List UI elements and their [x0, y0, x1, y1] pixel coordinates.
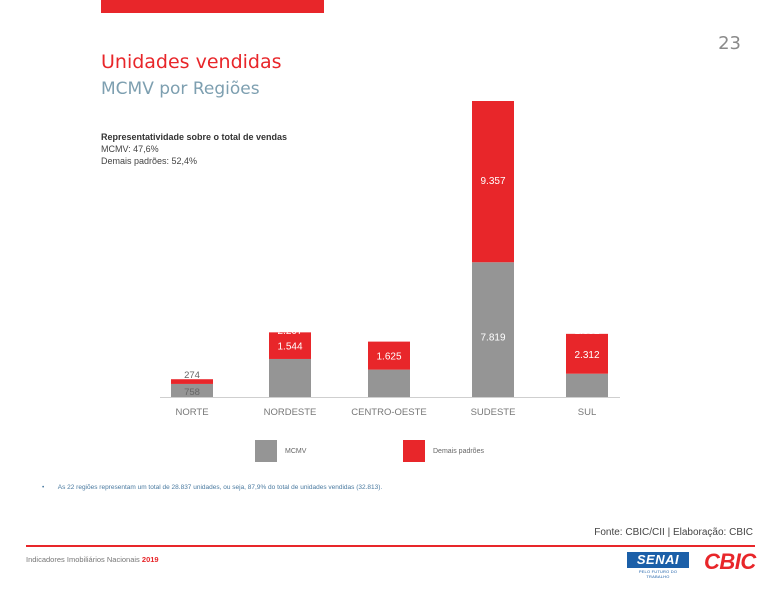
info-demais-share: Demais padrões: 52,4% — [101, 156, 198, 166]
data-label-demais-norte: 274 — [184, 370, 200, 381]
footnote: • As 22 regiões representam um total de … — [42, 484, 382, 491]
source-note: Fonte: CBIC/CII | Elaboração: CBIC — [594, 527, 753, 538]
category-label-norte: NORTE — [175, 407, 208, 418]
footer-divider — [26, 545, 755, 547]
bar-demais-centro-oeste — [368, 341, 410, 370]
legend-label-demais: Demais padrões — [433, 447, 484, 455]
footnote-text: As 22 regiões representam um total de 28… — [57, 484, 383, 491]
data-label-demais-centro-oeste: 1.625 — [376, 352, 401, 363]
page-number: 23 — [718, 33, 741, 54]
legend-item-demais: Demais padrões — [403, 440, 484, 462]
representativeness-info: Representatividade sobre o total de vend… — [101, 131, 287, 167]
data-label-mcmv-centro-oeste: 1.589 — [376, 326, 401, 337]
legend-swatch-demais — [403, 440, 425, 462]
bar-demais-norte — [171, 379, 213, 384]
bar-mcmv-norte — [171, 383, 213, 397]
bar-mcmv-sudeste — [472, 262, 514, 397]
chart-legend: MCMV Demais padrões — [0, 440, 773, 462]
data-label-mcmv-sul: 1.352 — [574, 326, 599, 337]
bar-demais-nordeste — [269, 332, 311, 359]
bar-mcmv-centro-oeste — [368, 369, 410, 397]
data-label-demais-sudeste: 9.357 — [480, 176, 505, 187]
chart-title: Unidades vendidas — [101, 51, 282, 73]
data-label-demais-nordeste: 1.544 — [277, 342, 302, 353]
legend-item-mcmv: MCMV — [255, 440, 306, 462]
senai-logo-tagline: PELO FUTURO DO TRABALHO — [638, 569, 678, 579]
footnote-bullet: • — [42, 484, 45, 491]
category-label-centro-oeste: CENTRO-OESTE — [351, 407, 426, 418]
senai-logo-mark: SENAI — [627, 552, 689, 568]
stacked-bar-chart: 758 274 NORTE 2.207 1.544 NORDESTE 1.589 1.625 C… — [160, 101, 620, 418]
footer-year: 2019 — [141, 555, 159, 564]
category-label-sul: SUL — [578, 407, 596, 418]
data-label-mcmv-nordeste: 2.207 — [277, 326, 302, 337]
data-label-mcmv-norte: 758 — [184, 387, 200, 398]
cbic-logo: CBIC — [704, 549, 756, 574]
top-accent-bar — [101, 0, 324, 13]
bar-mcmv-sul — [566, 373, 608, 397]
senai-logo: SENAI PELO FUTURO DO TRABALHO — [627, 552, 689, 579]
bar-demais-sul — [566, 333, 608, 374]
info-mcmv-share: MCMV: 47,6% — [101, 144, 159, 154]
legend-swatch-mcmv — [255, 440, 277, 462]
bar-mcmv-nordeste — [269, 358, 311, 397]
chart-subtitle: MCMV por Regiões — [101, 79, 260, 99]
data-label-mcmv-sudeste: 7.819 — [480, 332, 505, 343]
info-heading: Representatividade sobre o total de vend… — [101, 132, 288, 142]
footer-text: Indicadores Imobiliários Nacionais — [26, 555, 140, 564]
bar-demais-sudeste — [472, 101, 514, 263]
data-label-demais-sul: 2.312 — [574, 350, 599, 361]
legend-label-mcmv: MCMV — [285, 447, 307, 455]
category-label-sudeste: SUDESTE — [471, 407, 516, 418]
category-label-nordeste: NORDESTE — [264, 407, 317, 418]
footer-title: Indicadores Imobiliários Nacionais 2019 — [26, 555, 159, 564]
